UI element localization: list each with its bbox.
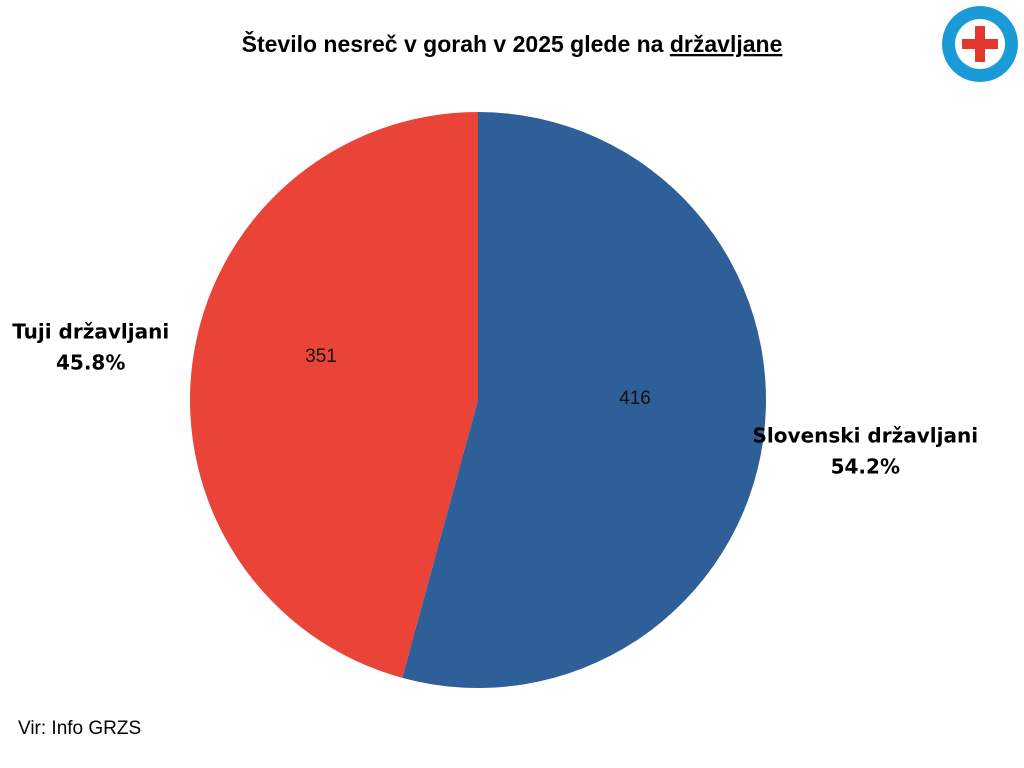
percent-label: 54.2% bbox=[831, 454, 900, 478]
value-label: 416 bbox=[619, 388, 651, 409]
title-main: Število nesreč v gorah v 2025 glede na bbox=[242, 30, 664, 57]
percent-label: 45.8% bbox=[56, 351, 125, 375]
value-label: 351 bbox=[305, 346, 337, 367]
pie-slice bbox=[402, 112, 767, 688]
pie-slice bbox=[190, 111, 479, 678]
title-underlined: državljane bbox=[670, 31, 783, 57]
category-label: Tuji državljani bbox=[12, 320, 169, 344]
logo: GORSKA REŠEVALNA ZVEZA SLOVENIJE bbox=[935, 0, 1024, 82]
category-label: Slovenski državljani bbox=[753, 423, 979, 447]
chart-title: Število nesreč v gorah v 2025 glede na d… bbox=[242, 30, 783, 57]
source: Vir: Info GRZS bbox=[18, 718, 141, 739]
logo-cross bbox=[962, 26, 998, 62]
